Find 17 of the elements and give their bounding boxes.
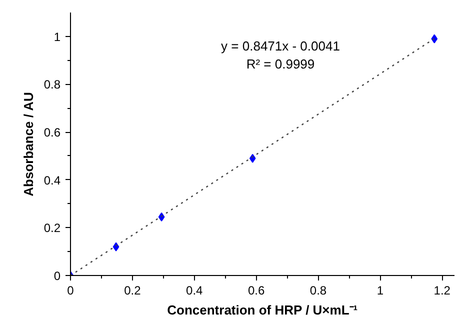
- y-axis-title: Absorbance / AU: [20, 92, 36, 196]
- x-tick-label: 0.4: [186, 284, 204, 298]
- y-tick-label: 0: [54, 269, 61, 283]
- x-tick-label: 0.6: [248, 284, 265, 298]
- x-tick-label: 0.2: [124, 284, 142, 298]
- x-tick-label: 0: [67, 284, 74, 298]
- y-tick-label: 0.8: [44, 78, 61, 92]
- x-tick-label: 1.2: [434, 284, 451, 298]
- x-tick-label: 0.8: [310, 284, 327, 298]
- x-tick-label: 1: [376, 284, 384, 298]
- y-tick-label: 0.6: [44, 126, 61, 140]
- annotation: R² = 0.9999: [246, 56, 315, 72]
- annotation: y = 0.8471x - 0.0041: [221, 38, 340, 54]
- x-axis-title: Concentration of HRP / U×mL⁻¹: [167, 302, 358, 318]
- y-tick-label: 0.2: [44, 221, 61, 236]
- y-tick-label: 0.4: [44, 173, 61, 188]
- y-tick-label: 1: [54, 30, 61, 44]
